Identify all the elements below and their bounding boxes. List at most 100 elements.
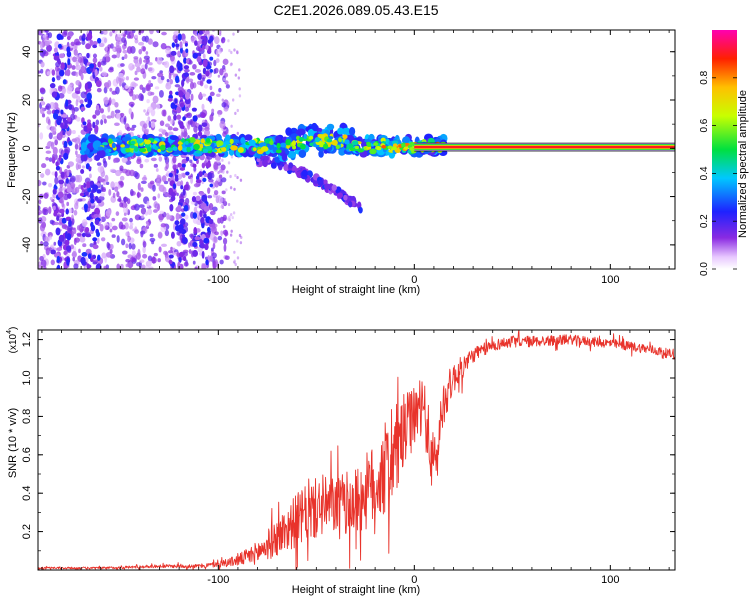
heatmap-column-cell [59,198,63,204]
x-tick-label: -100 [207,574,229,586]
heatmap-column-cell [201,263,207,269]
heatmap-band-cell [232,139,240,144]
heatmap-column-cell [203,173,208,178]
heatmap-column-cell [56,255,60,264]
heatmap-column-cell [194,40,198,46]
heatmap-noise-cell [192,260,196,265]
heatmap-column-cell [66,69,71,77]
heatmap-noise-cell [140,30,145,34]
heatmap-noise-cell [101,36,108,44]
heatmap-noise-cell [223,243,227,252]
heatmap-noise-cell [40,61,45,68]
heatmap-noise-cell [108,97,112,105]
heatmap-column-cell [86,216,92,221]
snr-panel: -100 0 100 0.2 0.4 0.6 0.8 1.0 1.2 Height of st… [6,327,676,596]
heatmap-column-cell [66,50,72,58]
heatmap-noise-cell [227,202,231,207]
heatmap-branch-cell [283,164,290,172]
heatmap-noise-cell [124,30,128,35]
heatmap-column-cell [53,47,58,53]
heatmap-column-cell [56,33,63,41]
heatmap-noise-cell [92,261,98,265]
heatmap-branch-cell [264,155,269,161]
heatmap-column-cell [92,41,98,46]
heatmap-column-cell [86,52,90,59]
heatmap-noise-cell [144,62,148,70]
heatmap-band-cell [317,134,325,139]
heatmap-noise-cell [75,150,78,156]
heatmap-column-cell [49,83,56,89]
heatmap-noise-cell [103,118,107,124]
heatmap-noise-cell [213,68,217,75]
heatmap-noise-cell [225,84,230,89]
heatmap-noise-cell [79,99,84,105]
heatmap-noise-cell [96,237,100,244]
heatmap-band-cell [146,146,152,153]
heatmap-noise-cell [124,84,129,89]
heatmap-noise-cell [187,123,191,130]
heatmap-noise-cell [159,120,165,127]
heatmap-noise-cell [217,109,223,116]
heatmap-noise-cell [74,143,79,150]
heatmap-noise-cell [236,239,239,243]
heatmap-noise-cell [125,243,129,249]
heatmap-noise-cell [172,155,177,164]
heatmap-noise-cell [214,231,219,236]
heatmap-noise-cell [121,56,125,61]
heatmap-noise-cell [108,222,113,228]
heatmap-noise-cell [79,235,86,243]
heatmap-noise-cell [115,76,120,84]
heatmap-band-cell [144,139,152,145]
heatmap-noise-cell [221,101,227,108]
heatmap-noise-cell [160,75,165,81]
heatmap-noise-cell [101,252,107,259]
heatmap-column-cell [170,231,175,239]
heatmap-column-cell [179,167,186,171]
heatmap-noise-cell [120,63,125,67]
heatmap-noise-cell [184,134,187,140]
heatmap-noise-cell [105,209,111,217]
heatmap-band-cell [216,140,224,147]
heatmap-column-cell [66,170,70,177]
heatmap-noise-cell [236,131,239,135]
heatmap-noise-cell [157,258,161,263]
heatmap-noise-cell [149,82,154,87]
heatmap-column-cell [203,237,210,244]
heatmap-noise-cell [180,180,184,187]
heatmap-noise-cell [112,47,116,52]
heatmap-noise-cell [123,196,129,202]
heatmap-noise-cell [101,188,106,193]
snr-series-line [38,330,675,570]
heatmap-noise-cell [221,64,226,70]
heatmap-noise-cell [211,108,215,113]
heatmap-noise-cell [53,241,57,246]
heatmap-noise-cell [163,61,170,68]
heatmap-noise-cell [234,262,237,267]
heatmap-noise-cell [233,259,237,263]
heatmap-band-cell [240,137,246,144]
heatmap-noise-cell [154,86,160,90]
heatmap-band-cell [210,142,215,148]
heatmap-noise-cell [144,128,149,134]
heatmap-noise-cell [38,209,43,215]
heatmap-noise-cell [138,204,145,208]
heatmap-column-cell [184,43,188,47]
heatmap-noise-cell [155,103,161,110]
heatmap-noise-cell [197,46,203,52]
heatmap-noise-cell [102,157,106,164]
heatmap-band-cell [342,134,348,140]
heatmap-noise-cell [119,175,125,181]
heatmap-column-cell [96,199,102,204]
heatmap-column-cell [86,92,92,101]
heatmap-column-cell [81,232,86,238]
heatmap-column-cell [181,212,186,217]
heatmap-noise-cell [116,51,121,59]
heatmap-column-cell [56,115,62,123]
y-tick-label: 0.2 [21,524,33,539]
heatmap-noise-cell [231,98,235,102]
x-tick-label: 100 [601,274,619,286]
heatmap-noise-cell [75,71,79,77]
heatmap-noise-cell [39,87,46,93]
heatmap-noise-cell [188,249,192,254]
heatmap-column-cell [180,185,184,190]
